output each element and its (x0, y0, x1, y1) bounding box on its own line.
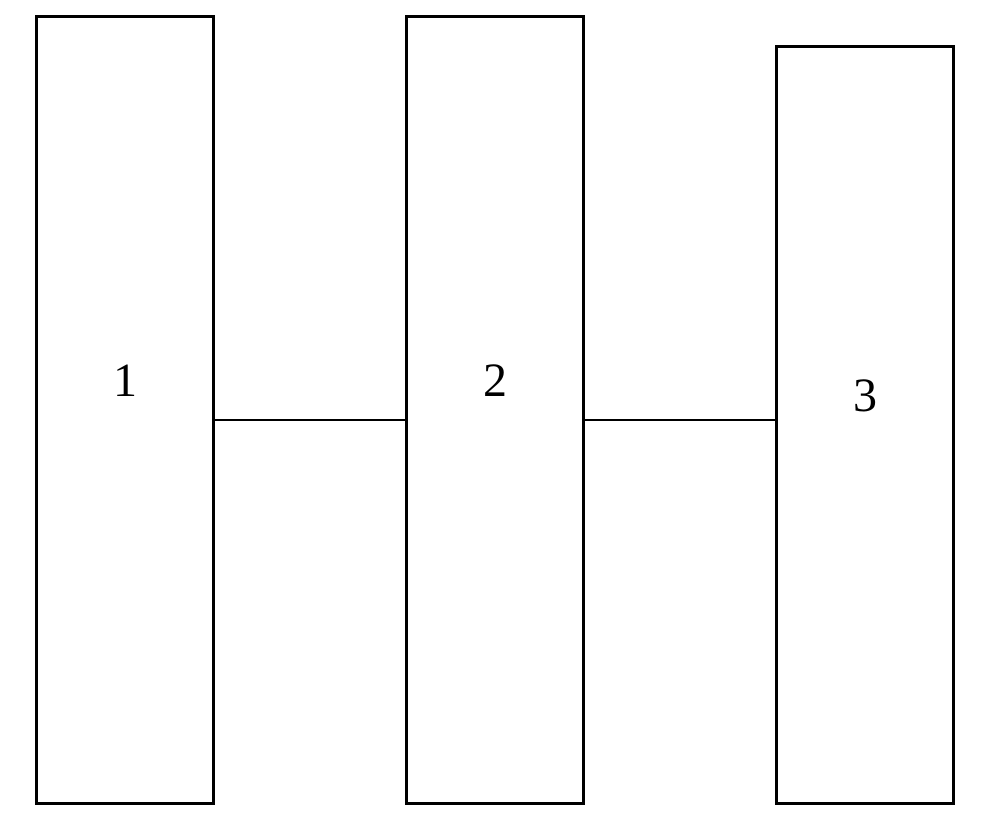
block-2: 2 (405, 15, 585, 805)
block-1-label: 1 (113, 353, 137, 408)
connector-1-2 (215, 419, 405, 421)
diagram-container: 1 2 3 (0, 0, 1000, 822)
block-3: 3 (775, 45, 955, 805)
block-3-label: 3 (853, 368, 877, 423)
block-1: 1 (35, 15, 215, 805)
connector-2-3 (585, 419, 775, 421)
block-2-label: 2 (483, 353, 507, 408)
